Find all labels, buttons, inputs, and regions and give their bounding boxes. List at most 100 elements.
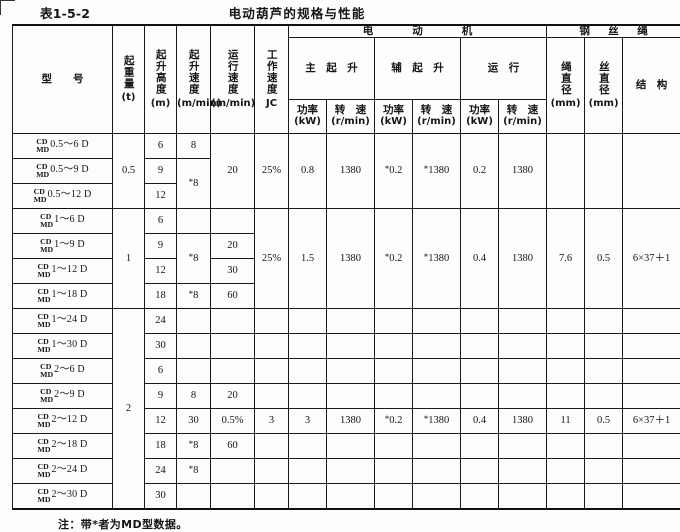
header-capacity-label: 起重量 xyxy=(123,55,134,90)
table-number: 表1-5-2 xyxy=(40,3,90,22)
header-main-power: 功率 (kW) xyxy=(289,100,327,133)
data-cell-travel-speed xyxy=(211,358,255,383)
data-cell-wire-dia xyxy=(585,333,623,358)
data-cell-wire-dia xyxy=(585,308,623,333)
data-cell-travel-speed xyxy=(211,483,255,509)
data-cell-main-rpm: 1380 xyxy=(327,408,375,433)
data-cell-lift-speed xyxy=(177,308,211,333)
header-rope-dia-label: 绳直径 xyxy=(560,61,571,96)
data-cell-structure: 6×37＋1 xyxy=(623,208,680,308)
data-cell-duty xyxy=(255,358,289,383)
header-travel-rpm-label: 转 速 xyxy=(507,104,539,116)
data-cell-main-rpm xyxy=(327,483,375,509)
data-cell-main-rpm xyxy=(327,358,375,383)
data-cell-travel-rpm xyxy=(499,358,547,383)
header-model-label: 型 号 xyxy=(42,73,84,85)
model-spec: 1～30 D xyxy=(52,340,88,351)
data-cell-height: 9 xyxy=(145,158,177,183)
header-structure: 结 构 xyxy=(623,38,680,134)
data-cell-aux-power xyxy=(375,458,413,483)
model-spec: 1～6 D xyxy=(54,215,85,226)
header-travel-speed: 运行速度 (m/min) xyxy=(211,25,255,133)
data-cell-wire-dia: 0.5 xyxy=(585,408,623,433)
data-cell-structure xyxy=(623,383,680,408)
data-cell-aux-power xyxy=(375,383,413,408)
data-cell-rope-dia xyxy=(547,458,585,483)
data-cell-lift-speed xyxy=(177,483,211,509)
data-cell-travel-rpm: 1380 xyxy=(499,133,547,208)
data-cell-lift-speed: 8 xyxy=(177,133,211,158)
data-cell-lift-speed: 30 xyxy=(177,408,211,433)
data-cell-main-power: 0.8 xyxy=(289,133,327,208)
header-motor-group: 电 动 机 xyxy=(289,25,547,38)
data-cell-main-rpm xyxy=(327,433,375,458)
model-spec: 1～24 D xyxy=(52,315,88,326)
data-cell-wire-dia xyxy=(585,358,623,383)
data-cell-travel-rpm: 1380 xyxy=(499,408,547,433)
header-structure-label: 结 构 xyxy=(636,79,668,91)
header-wire-dia-unit: (mm) xyxy=(585,99,622,110)
data-cell-wire-dia xyxy=(585,133,623,208)
data-cell-travel-power xyxy=(461,433,499,458)
data-cell-height: 6 xyxy=(145,358,177,383)
header-travel-power-unit: (kW) xyxy=(461,117,498,128)
header-travel: 运 行 xyxy=(461,38,547,100)
data-cell-travel-rpm xyxy=(499,308,547,333)
data-cell-travel-power: 0.4 xyxy=(461,408,499,433)
data-cell-travel-power xyxy=(461,458,499,483)
data-cell-lift-speed: *8 xyxy=(177,458,211,483)
header-travel-power: 功率 (kW) xyxy=(461,100,499,133)
model-spec: 1～12 D xyxy=(52,265,88,276)
data-cell-aux-power: *0.2 xyxy=(375,408,413,433)
data-cell-wire-dia: 0.5 xyxy=(585,208,623,308)
header-motor-label: 电 动 机 xyxy=(357,25,479,37)
data-cell-main-rpm: 1380 xyxy=(327,133,375,208)
data-cell-structure xyxy=(623,458,680,483)
data-cell-travel-power xyxy=(461,308,499,333)
data-cell-wire-dia xyxy=(585,483,623,509)
data-cell-rope-dia xyxy=(547,433,585,458)
data-cell-main-power: 1.5 xyxy=(289,208,327,308)
data-cell-wire-dia xyxy=(585,433,623,458)
data-cell-rope-dia xyxy=(547,383,585,408)
data-cell-height: 12 xyxy=(145,408,177,433)
header-travel-speed-label: 运行速度 xyxy=(227,49,238,95)
model-spec: 2～30 D xyxy=(52,490,88,501)
data-cell-travel-rpm xyxy=(499,333,547,358)
data-cell-rope-dia xyxy=(547,483,585,509)
header-lift-speed-unit: (m/min) xyxy=(177,99,210,110)
data-cell-capacity: 1 xyxy=(113,208,145,308)
header-duty-label: 工作速度 xyxy=(266,49,277,95)
data-cell-travel-power xyxy=(461,483,499,509)
data-cell-travel-speed: 60 xyxy=(211,283,255,308)
header-duty-unit: JC xyxy=(255,99,288,110)
data-cell-duty xyxy=(255,333,289,358)
data-cell-height: 6 xyxy=(145,208,177,233)
model-spec: 2～24 D xyxy=(52,465,88,476)
data-cell-main-rpm xyxy=(327,333,375,358)
data-cell-duty xyxy=(255,383,289,408)
data-cell-aux-power xyxy=(375,483,413,509)
data-cell-main-power: 3 xyxy=(289,408,327,433)
header-main-rpm-label: 转 速 xyxy=(335,104,367,116)
data-cell-height: 30 xyxy=(145,483,177,509)
data-cell-main-power xyxy=(289,433,327,458)
header-main-power-unit: (kW) xyxy=(289,117,326,128)
data-cell-height: 9 xyxy=(145,383,177,408)
header-wirerope-label: 钢 丝 绳 xyxy=(575,25,652,37)
